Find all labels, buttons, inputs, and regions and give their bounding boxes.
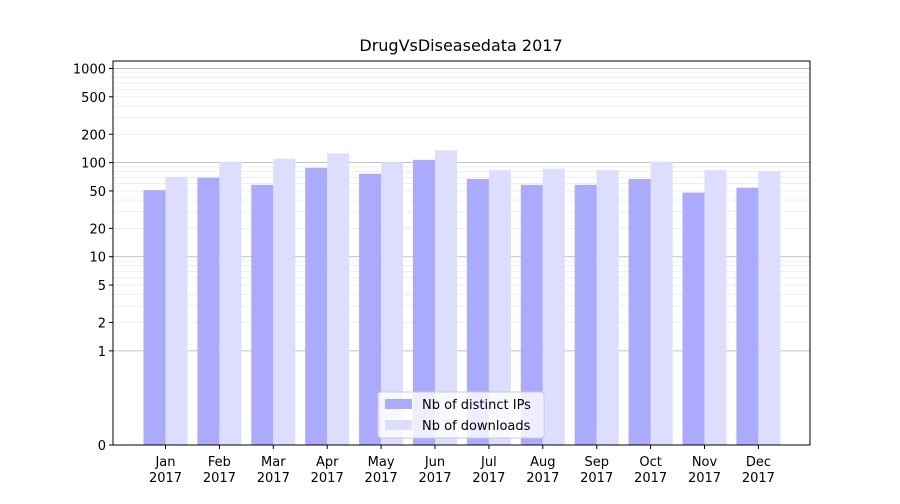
bar-distinct-ips bbox=[197, 177, 220, 446]
bars bbox=[143, 150, 781, 446]
legend-swatch bbox=[385, 399, 412, 409]
bar-distinct-ips bbox=[251, 184, 274, 445]
bar-downloads bbox=[650, 161, 673, 445]
bar-distinct-ips bbox=[682, 192, 705, 445]
bar-distinct-ips bbox=[413, 159, 435, 446]
x-tick-label-year: 2017 bbox=[257, 471, 290, 486]
x-tick-label-month: Sep bbox=[584, 455, 609, 470]
y-tick-label: 5 bbox=[98, 279, 106, 294]
bar-downloads bbox=[381, 162, 404, 445]
bar-downloads bbox=[165, 177, 188, 446]
x-tick-label-month: Apr bbox=[316, 455, 339, 470]
bar-downloads bbox=[758, 171, 781, 445]
x-tick-label-year: 2017 bbox=[580, 471, 613, 486]
x-tick-label-year: 2017 bbox=[472, 471, 505, 486]
y-tick-label: 10 bbox=[89, 251, 106, 266]
x-tick-label-year: 2017 bbox=[634, 471, 667, 486]
y-tick-label: 50 bbox=[89, 185, 106, 200]
y-axis: 0 1 2 5 10 20 50 100 200 500 1000 bbox=[73, 62, 113, 454]
bar-distinct-ips bbox=[305, 167, 328, 445]
x-tick-label-year: 2017 bbox=[311, 471, 344, 486]
x-tick-label-year: 2017 bbox=[688, 471, 721, 486]
x-tick-label-month: Feb bbox=[208, 455, 231, 470]
x-axis: Jan2017Feb2017Mar2017Apr2017May2017Jun20… bbox=[149, 445, 775, 486]
x-tick-label-month: May bbox=[368, 455, 395, 470]
chart-title: DrugVsDiseasedata 2017 bbox=[359, 36, 562, 55]
bar-distinct-ips bbox=[359, 173, 382, 445]
legend-label: Nb of distinct IPs bbox=[422, 398, 531, 413]
x-tick-label-year: 2017 bbox=[365, 471, 398, 486]
y-tick-label: 20 bbox=[89, 222, 106, 237]
x-tick-label-month: Mar bbox=[261, 455, 286, 470]
bar-downloads bbox=[596, 170, 619, 445]
bar-distinct-ips bbox=[736, 187, 759, 445]
y-tick-label: 1 bbox=[98, 345, 106, 360]
x-tick-label-year: 2017 bbox=[203, 471, 236, 486]
x-tick-label-month: Jul bbox=[480, 455, 497, 470]
plot-frame bbox=[112, 60, 811, 446]
bar-downloads bbox=[273, 158, 296, 445]
bar-distinct-ips bbox=[574, 184, 597, 445]
bar-downloads bbox=[327, 153, 350, 446]
bar-downloads bbox=[435, 150, 457, 445]
x-tick-label-year: 2017 bbox=[742, 471, 775, 486]
bar-distinct-ips bbox=[143, 190, 166, 445]
x-tick-label-month: Jun bbox=[424, 455, 445, 470]
bar-downloads bbox=[488, 170, 511, 445]
legend-box bbox=[377, 391, 545, 439]
legend: Nb of distinct IPs Nb of downloads bbox=[377, 391, 545, 439]
x-tick-label-month: Jan bbox=[154, 455, 175, 470]
y-tick-label: 1000 bbox=[73, 62, 106, 77]
y-tick-label: 100 bbox=[81, 157, 106, 172]
x-tick-label-month: Oct bbox=[639, 455, 661, 470]
y-tick-label: 0 bbox=[98, 439, 106, 454]
x-tick-label-year: 2017 bbox=[418, 471, 451, 486]
bar-distinct-ips bbox=[466, 178, 489, 445]
bar-downloads bbox=[704, 170, 727, 445]
x-tick-label-month: Aug bbox=[530, 455, 555, 470]
legend-swatch bbox=[385, 420, 412, 430]
bar-downloads bbox=[219, 161, 242, 445]
bar-downloads bbox=[542, 168, 565, 445]
y-tick-label: 200 bbox=[81, 128, 106, 143]
bar-distinct-ips bbox=[628, 178, 651, 445]
y-tick-label: 2 bbox=[98, 317, 106, 332]
bar-distinct-ips bbox=[520, 184, 543, 445]
legend-label: Nb of downloads bbox=[422, 419, 531, 434]
x-tick-label-year: 2017 bbox=[149, 471, 182, 486]
x-tick-label-month: Dec bbox=[746, 455, 771, 470]
y-tick-label: 500 bbox=[81, 91, 106, 106]
x-tick-label-month: Nov bbox=[692, 455, 718, 470]
x-tick-label-year: 2017 bbox=[526, 471, 559, 486]
